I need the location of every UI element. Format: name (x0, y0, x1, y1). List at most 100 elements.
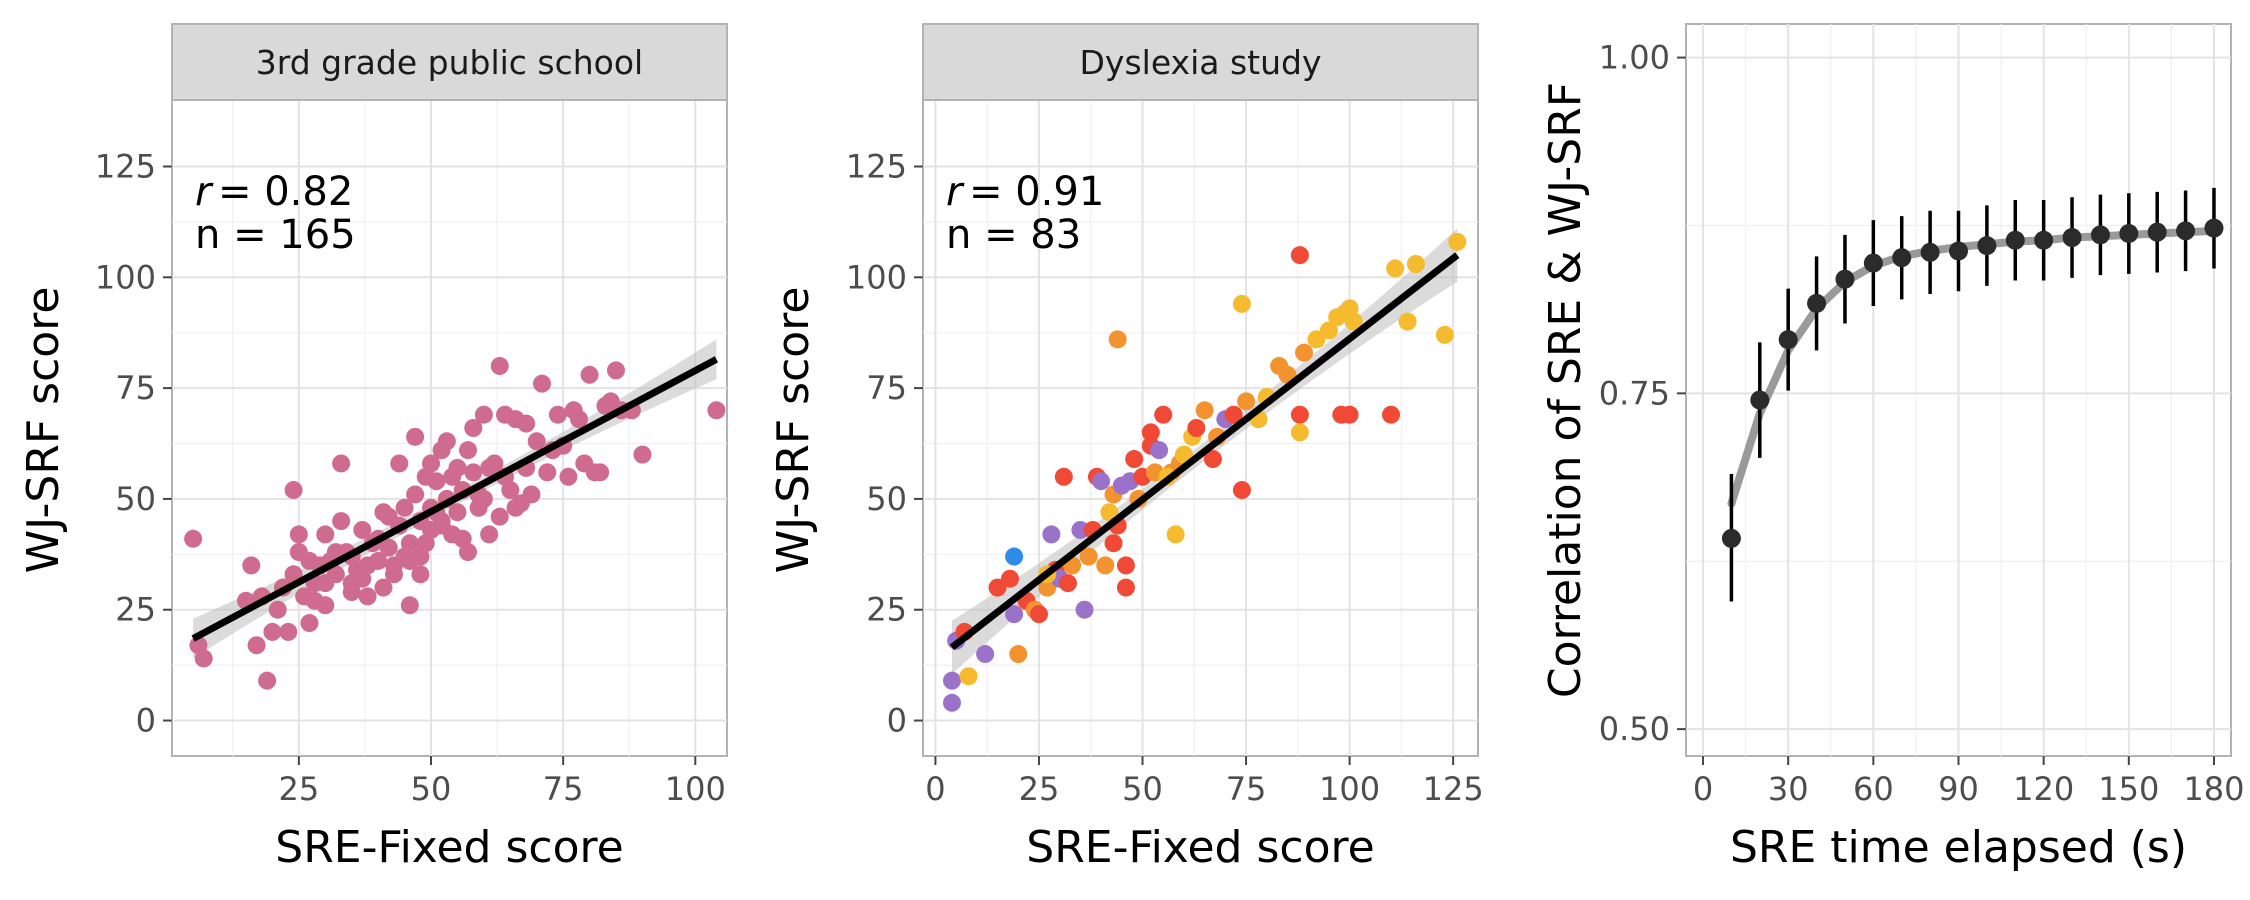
data-point (369, 551, 388, 570)
data-point (591, 463, 610, 482)
x-tick-label: 25 (278, 770, 319, 808)
panel-left: 25 50 75 100 0 25 50 75 100 125 3rd grade public … (18, 23, 728, 873)
data-point (406, 485, 425, 504)
data-point (437, 432, 456, 451)
data-point (1071, 520, 1090, 539)
data-point (1203, 450, 1222, 469)
data-point (263, 622, 282, 641)
data-point (988, 578, 1007, 597)
data-point (242, 556, 261, 575)
x-tick-label: 30 (1768, 770, 1809, 808)
data-point (1270, 356, 1289, 375)
y-tick-label: 100 (95, 258, 156, 296)
data-point (448, 503, 467, 522)
panel-left-r-value: = 0.82 (218, 169, 353, 215)
data-point (485, 454, 504, 473)
panel-right-ticks: 0 30 60 90 120 150 180 0.50 0.75 1.00 (1599, 39, 2245, 808)
panel-left-strip (171, 23, 728, 101)
data-point (279, 622, 298, 641)
data-point (942, 671, 961, 690)
data-point (1058, 574, 1077, 593)
data-point (1382, 405, 1401, 424)
data-point (1435, 325, 1454, 344)
data-point (268, 600, 287, 619)
data-point (538, 463, 557, 482)
x-tick-label: 75 (1226, 770, 1267, 808)
x-tick-label: 75 (543, 770, 584, 808)
data-point (2119, 224, 2139, 244)
panel-right-x-axis-title: SRE time elapsed (s) (1730, 822, 2187, 873)
panel-left-r-symbol: r (195, 169, 214, 215)
y-tick-label: 75 (115, 369, 156, 407)
data-point (1029, 605, 1048, 624)
data-point (1195, 401, 1214, 420)
data-point (559, 467, 578, 486)
data-point (316, 525, 335, 544)
data-point (258, 671, 277, 690)
panel-middle: 0 25 50 75 100 125 0 25 50 75 100 125 Dyslexia stud… (768, 23, 1484, 873)
y-tick-label: 100 (846, 258, 907, 296)
data-point (490, 356, 509, 375)
y-tick-label: 125 (846, 147, 907, 185)
panel-left-ticks: 25 50 75 100 0 25 50 75 100 125 (95, 147, 726, 808)
data-point (374, 578, 393, 597)
data-point (1949, 241, 1968, 261)
data-point (1319, 321, 1338, 340)
y-tick-label: 50 (866, 480, 907, 518)
data-point (1290, 423, 1309, 442)
data-point (1892, 248, 1912, 268)
y-tick-label: 25 (866, 591, 907, 629)
data-point (1079, 547, 1098, 566)
data-point (2090, 225, 2110, 245)
x-tick-label: 100 (665, 770, 726, 808)
data-point (358, 587, 377, 606)
fit-line (949, 252, 1460, 651)
data-point (1104, 534, 1123, 553)
panel-left-strip-title: 3rd grade public school (256, 43, 643, 82)
data-point (390, 454, 409, 473)
data-point (633, 445, 652, 464)
data-point (247, 636, 266, 655)
panel-middle-strip (922, 23, 1479, 101)
data-point (1344, 312, 1363, 331)
data-point (422, 454, 440, 473)
data-point (459, 441, 477, 460)
panel-right-y-axis-title: Correlation of SRE & WJ-SRF (1540, 82, 1591, 698)
x-tick-label: 50 (1122, 770, 1163, 808)
x-tick-label: 125 (1423, 770, 1484, 808)
panel-middle-fit (949, 252, 1460, 651)
data-point (2034, 230, 2054, 250)
data-point (474, 405, 493, 424)
data-point (1307, 330, 1326, 349)
data-point (1005, 605, 1024, 624)
data-point (522, 485, 541, 504)
data-point (2204, 218, 2224, 238)
panel-left-x-axis-title: SRE-Fixed score (275, 822, 623, 873)
panel-right: 0 30 60 90 120 150 180 0.50 0.75 1.00 SRE time el… (1540, 23, 2245, 873)
data-point (1863, 253, 1883, 273)
data-point (400, 596, 419, 615)
data-point (607, 361, 625, 380)
y-tick-label: 0 (887, 702, 907, 740)
data-point (1100, 503, 1119, 522)
data-point (959, 667, 978, 686)
data-point (2176, 221, 2196, 241)
data-point (1835, 269, 1855, 289)
data-point (1778, 330, 1798, 350)
data-point (1807, 293, 1827, 313)
panel-left-fit (191, 356, 719, 642)
data-point (464, 419, 483, 437)
x-tick-label: 0 (925, 770, 945, 808)
data-point (1237, 392, 1256, 411)
data-point (400, 534, 419, 553)
data-point (1920, 242, 1940, 262)
data-point (1108, 330, 1127, 349)
x-tick-label: 180 (2183, 770, 2244, 808)
data-point (1232, 481, 1251, 500)
data-point (353, 569, 372, 588)
data-point (2005, 230, 2025, 250)
panel-left-grid (172, 100, 727, 756)
data-point (480, 525, 499, 544)
data-point (406, 427, 425, 446)
